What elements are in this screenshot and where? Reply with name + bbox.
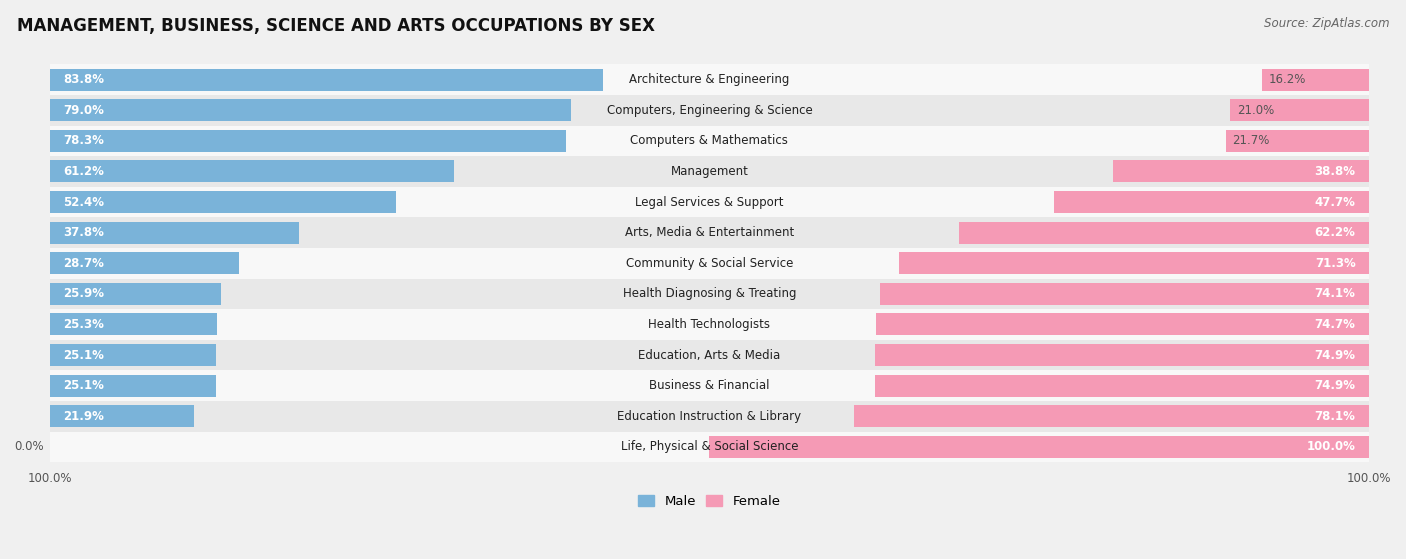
Bar [37,95,1382,126]
Bar [37,248,1382,278]
Bar [51,252,239,274]
Bar [1226,130,1369,152]
Bar [959,221,1369,244]
Bar [898,252,1369,274]
Bar [37,187,1382,217]
Text: 25.1%: 25.1% [63,379,104,392]
Bar [876,314,1369,335]
Bar [1263,69,1369,91]
Bar [51,130,567,152]
Bar [37,64,1382,95]
Text: 62.2%: 62.2% [1315,226,1355,239]
Text: 0.0%: 0.0% [14,440,44,453]
Text: 74.1%: 74.1% [1315,287,1355,300]
Text: Life, Physical & Social Science: Life, Physical & Social Science [620,440,799,453]
Text: 74.9%: 74.9% [1315,348,1355,362]
Text: Arts, Media & Entertainment: Arts, Media & Entertainment [624,226,794,239]
Text: Computers, Engineering & Science: Computers, Engineering & Science [606,104,813,117]
Text: 21.9%: 21.9% [63,410,104,423]
Bar [51,221,299,244]
Text: 25.3%: 25.3% [63,318,104,331]
Text: Education, Arts & Media: Education, Arts & Media [638,348,780,362]
Text: 52.4%: 52.4% [63,196,104,209]
Text: 21.7%: 21.7% [1232,134,1270,148]
Bar [51,99,571,121]
Text: Source: ZipAtlas.com: Source: ZipAtlas.com [1264,17,1389,30]
Bar [37,401,1382,432]
Bar [51,344,215,366]
Bar [875,375,1369,397]
Text: Health Diagnosing & Treating: Health Diagnosing & Treating [623,287,796,300]
Text: Business & Financial: Business & Financial [650,379,769,392]
Text: 25.9%: 25.9% [63,287,104,300]
Bar [37,340,1382,370]
Text: 38.8%: 38.8% [1315,165,1355,178]
Text: Education Instruction & Library: Education Instruction & Library [617,410,801,423]
Bar [875,344,1369,366]
Text: MANAGEMENT, BUSINESS, SCIENCE AND ARTS OCCUPATIONS BY SEX: MANAGEMENT, BUSINESS, SCIENCE AND ARTS O… [17,17,655,35]
Bar [37,156,1382,187]
Text: 28.7%: 28.7% [63,257,104,269]
Bar [853,405,1369,427]
Text: 74.7%: 74.7% [1315,318,1355,331]
Bar [710,436,1369,458]
Text: 16.2%: 16.2% [1268,73,1306,86]
Text: Computers & Mathematics: Computers & Mathematics [630,134,789,148]
Text: Legal Services & Support: Legal Services & Support [636,196,783,209]
Bar [37,370,1382,401]
Text: Community & Social Service: Community & Social Service [626,257,793,269]
Text: 74.9%: 74.9% [1315,379,1355,392]
Text: 25.1%: 25.1% [63,348,104,362]
Bar [880,283,1369,305]
Bar [1114,160,1369,182]
Text: 100.0%: 100.0% [1306,440,1355,453]
Text: 37.8%: 37.8% [63,226,104,239]
Bar [51,283,221,305]
Bar [51,69,603,91]
Bar [37,309,1382,340]
Text: 78.1%: 78.1% [1315,410,1355,423]
Text: 78.3%: 78.3% [63,134,104,148]
Text: 79.0%: 79.0% [63,104,104,117]
Bar [37,217,1382,248]
Bar [51,375,215,397]
Text: 47.7%: 47.7% [1315,196,1355,209]
Text: Health Technologists: Health Technologists [648,318,770,331]
Bar [1230,99,1369,121]
Bar [51,191,395,213]
Bar [1054,191,1369,213]
Text: Architecture & Engineering: Architecture & Engineering [630,73,790,86]
Bar [37,278,1382,309]
Bar [37,126,1382,156]
Text: 71.3%: 71.3% [1315,257,1355,269]
Text: 83.8%: 83.8% [63,73,104,86]
Bar [51,314,217,335]
Legend: Male, Female: Male, Female [633,490,786,513]
Bar [37,432,1382,462]
Text: 61.2%: 61.2% [63,165,104,178]
Bar [51,405,194,427]
Text: 21.0%: 21.0% [1237,104,1274,117]
Bar [51,160,454,182]
Text: Management: Management [671,165,748,178]
